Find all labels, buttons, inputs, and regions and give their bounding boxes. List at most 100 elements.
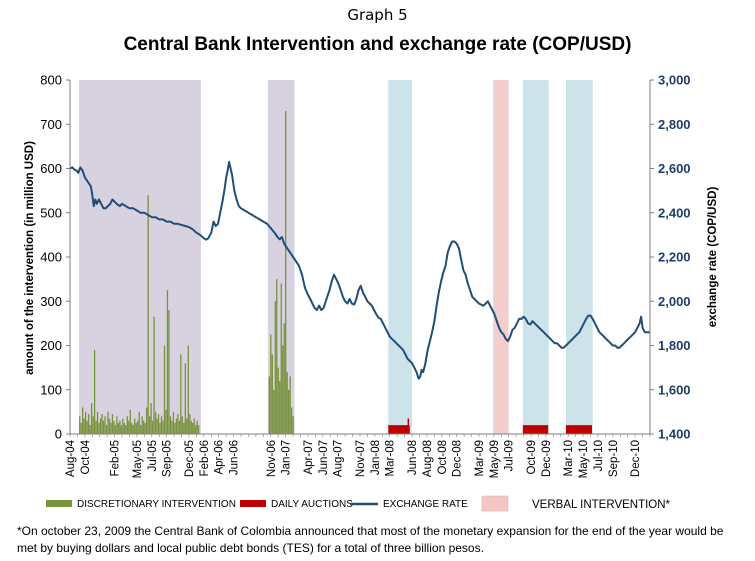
discretionary-bar (273, 389, 275, 434)
discretionary-bar (93, 349, 96, 434)
legend-swatch-discretionary (46, 500, 72, 507)
x-tick-label: Nov-06 (266, 440, 278, 477)
discretionary-bar (183, 422, 185, 434)
right-tick-label: 1,800 (658, 338, 691, 353)
discretionary-bar (282, 345, 284, 434)
discretionary-bar (116, 416, 118, 434)
x-tick-label: Dec-05 (184, 440, 196, 477)
discretionary-bar (144, 422, 146, 434)
discretionary-bar (285, 110, 287, 434)
discretionary-bar (79, 416, 81, 434)
daily-auction-bar (522, 425, 549, 434)
discretionary-bar (153, 316, 155, 434)
discretionary-bar (117, 422, 120, 434)
discretionary-bar (96, 411, 99, 434)
chart: 0 100 200 300 400 500 600 700 800 1,400 1,600 1,80… (24, 73, 719, 512)
shaded-periods (78, 80, 593, 434)
x-tick-label: May-10 (578, 440, 590, 478)
legend-item-exchange-rate: EXCHANGE RATE (350, 499, 468, 510)
discretionary-bar (89, 425, 91, 434)
legend-item-verbal: VERBAL INTERVENTION* (481, 495, 671, 512)
discretionary-bar (162, 420, 164, 434)
discretionary-bar (95, 420, 97, 434)
discretionary-bar (128, 420, 130, 434)
discretionary-bar (171, 420, 173, 434)
discretionary-bar (166, 290, 169, 434)
discretionary-bar (268, 376, 270, 434)
discretionary-bar (277, 367, 279, 434)
discretionary-bar (92, 416, 94, 434)
legend-item-discretionary: DISCRETIONARY INTERVENTION (46, 499, 236, 510)
x-tick-label: Oct-04 (80, 439, 92, 474)
right-tick-label: 2,400 (658, 205, 691, 220)
discretionary-bar (135, 422, 137, 434)
discretionary-bar (87, 414, 90, 434)
discretionary-bar (159, 422, 161, 434)
discretionary-bar (126, 416, 128, 434)
left-axis-ticks: 0 100 200 300 400 500 600 700 800 (40, 73, 70, 442)
shaded-period-verbal (493, 80, 509, 434)
right-axis-ticks: 1,400 1,600 1,800 2,000 2,200 2,400 2,600 2,800… (650, 73, 691, 442)
discretionary-bar (111, 414, 114, 434)
discretionary-bar (114, 425, 117, 434)
discretionary-bar (119, 420, 121, 434)
x-tick-label: Aug-07 (333, 440, 345, 477)
x-tick-label: Feb-06 (199, 440, 211, 476)
legend-label-discretionary: DISCRETIONARY INTERVENTION (77, 499, 236, 510)
x-tick-label: Mar-08 (385, 440, 397, 476)
x-axis-ticks: Aug-04 Oct-04 Feb-05 May-05 Jul-05 Sep-05 Dec-… (65, 434, 651, 478)
discretionary-bar (83, 418, 85, 434)
discretionary-bar (195, 425, 197, 434)
left-tick-label: 500 (40, 205, 62, 220)
discretionary-bar (113, 420, 115, 434)
discretionary-bar (168, 310, 170, 434)
left-tick-label: 800 (40, 73, 62, 88)
discretionary-bar (137, 420, 139, 434)
exchange-rate-line (69, 160, 650, 380)
discretionary-bar (160, 416, 163, 434)
discretionary-bar (157, 414, 160, 434)
footnote: *On october 23, 2009 the Central Bank of… (17, 524, 724, 555)
right-tick-label: 2,600 (658, 161, 691, 176)
daily-auction-bar (407, 418, 410, 434)
left-tick-label: 300 (40, 294, 62, 309)
left-tick-label: 700 (40, 117, 62, 132)
shaded-period-discretionary (78, 80, 201, 434)
x-tick-label: Dec-10 (630, 440, 642, 477)
x-tick-label: Sep-05 (162, 440, 174, 477)
discretionary-bar (98, 422, 100, 434)
discretionary-bar (175, 418, 178, 434)
discretionary-bar (147, 195, 149, 434)
x-tick-label: Dec-08 (452, 440, 464, 477)
discretionary-bar (151, 420, 154, 434)
x-tick-label: Oct-09 (526, 440, 538, 475)
discretionary-bar (288, 389, 290, 434)
left-axis-label: amount of the intervention (in million U… (24, 141, 36, 375)
discretionary-bar (181, 416, 183, 434)
chart-title: Central Bank Intervention and exchange r… (123, 34, 632, 55)
discretionary-bar (289, 376, 291, 434)
discretionary-bar (276, 279, 278, 434)
shaded-period-auctions (388, 80, 413, 434)
x-tick-label: Aug-08 (422, 440, 434, 477)
x-tick-label: Jul-09 (504, 440, 516, 471)
legend-item-daily-auctions: DAILY AUCTIONS (240, 499, 353, 510)
discretionary-bar (104, 416, 106, 434)
discretionary-bar (178, 420, 181, 434)
discretionary-bar (108, 418, 111, 434)
discretionary-bar (169, 416, 172, 434)
discretionary-bar (174, 422, 176, 434)
intervention-bars (79, 110, 592, 434)
discretionary-bar (172, 411, 175, 434)
discretionary-bar (192, 422, 194, 434)
discretionary-bar (193, 418, 195, 434)
x-tick-label: Mar-09 (474, 440, 486, 476)
discretionary-bar (186, 418, 188, 434)
discretionary-bar (122, 418, 124, 434)
discretionary-bar (150, 403, 152, 434)
discretionary-bar (102, 420, 105, 434)
discretionary-bar (131, 422, 133, 434)
x-tick-label: May-09 (489, 440, 501, 478)
discretionary-bar (286, 372, 288, 434)
discretionary-bar (120, 425, 123, 434)
